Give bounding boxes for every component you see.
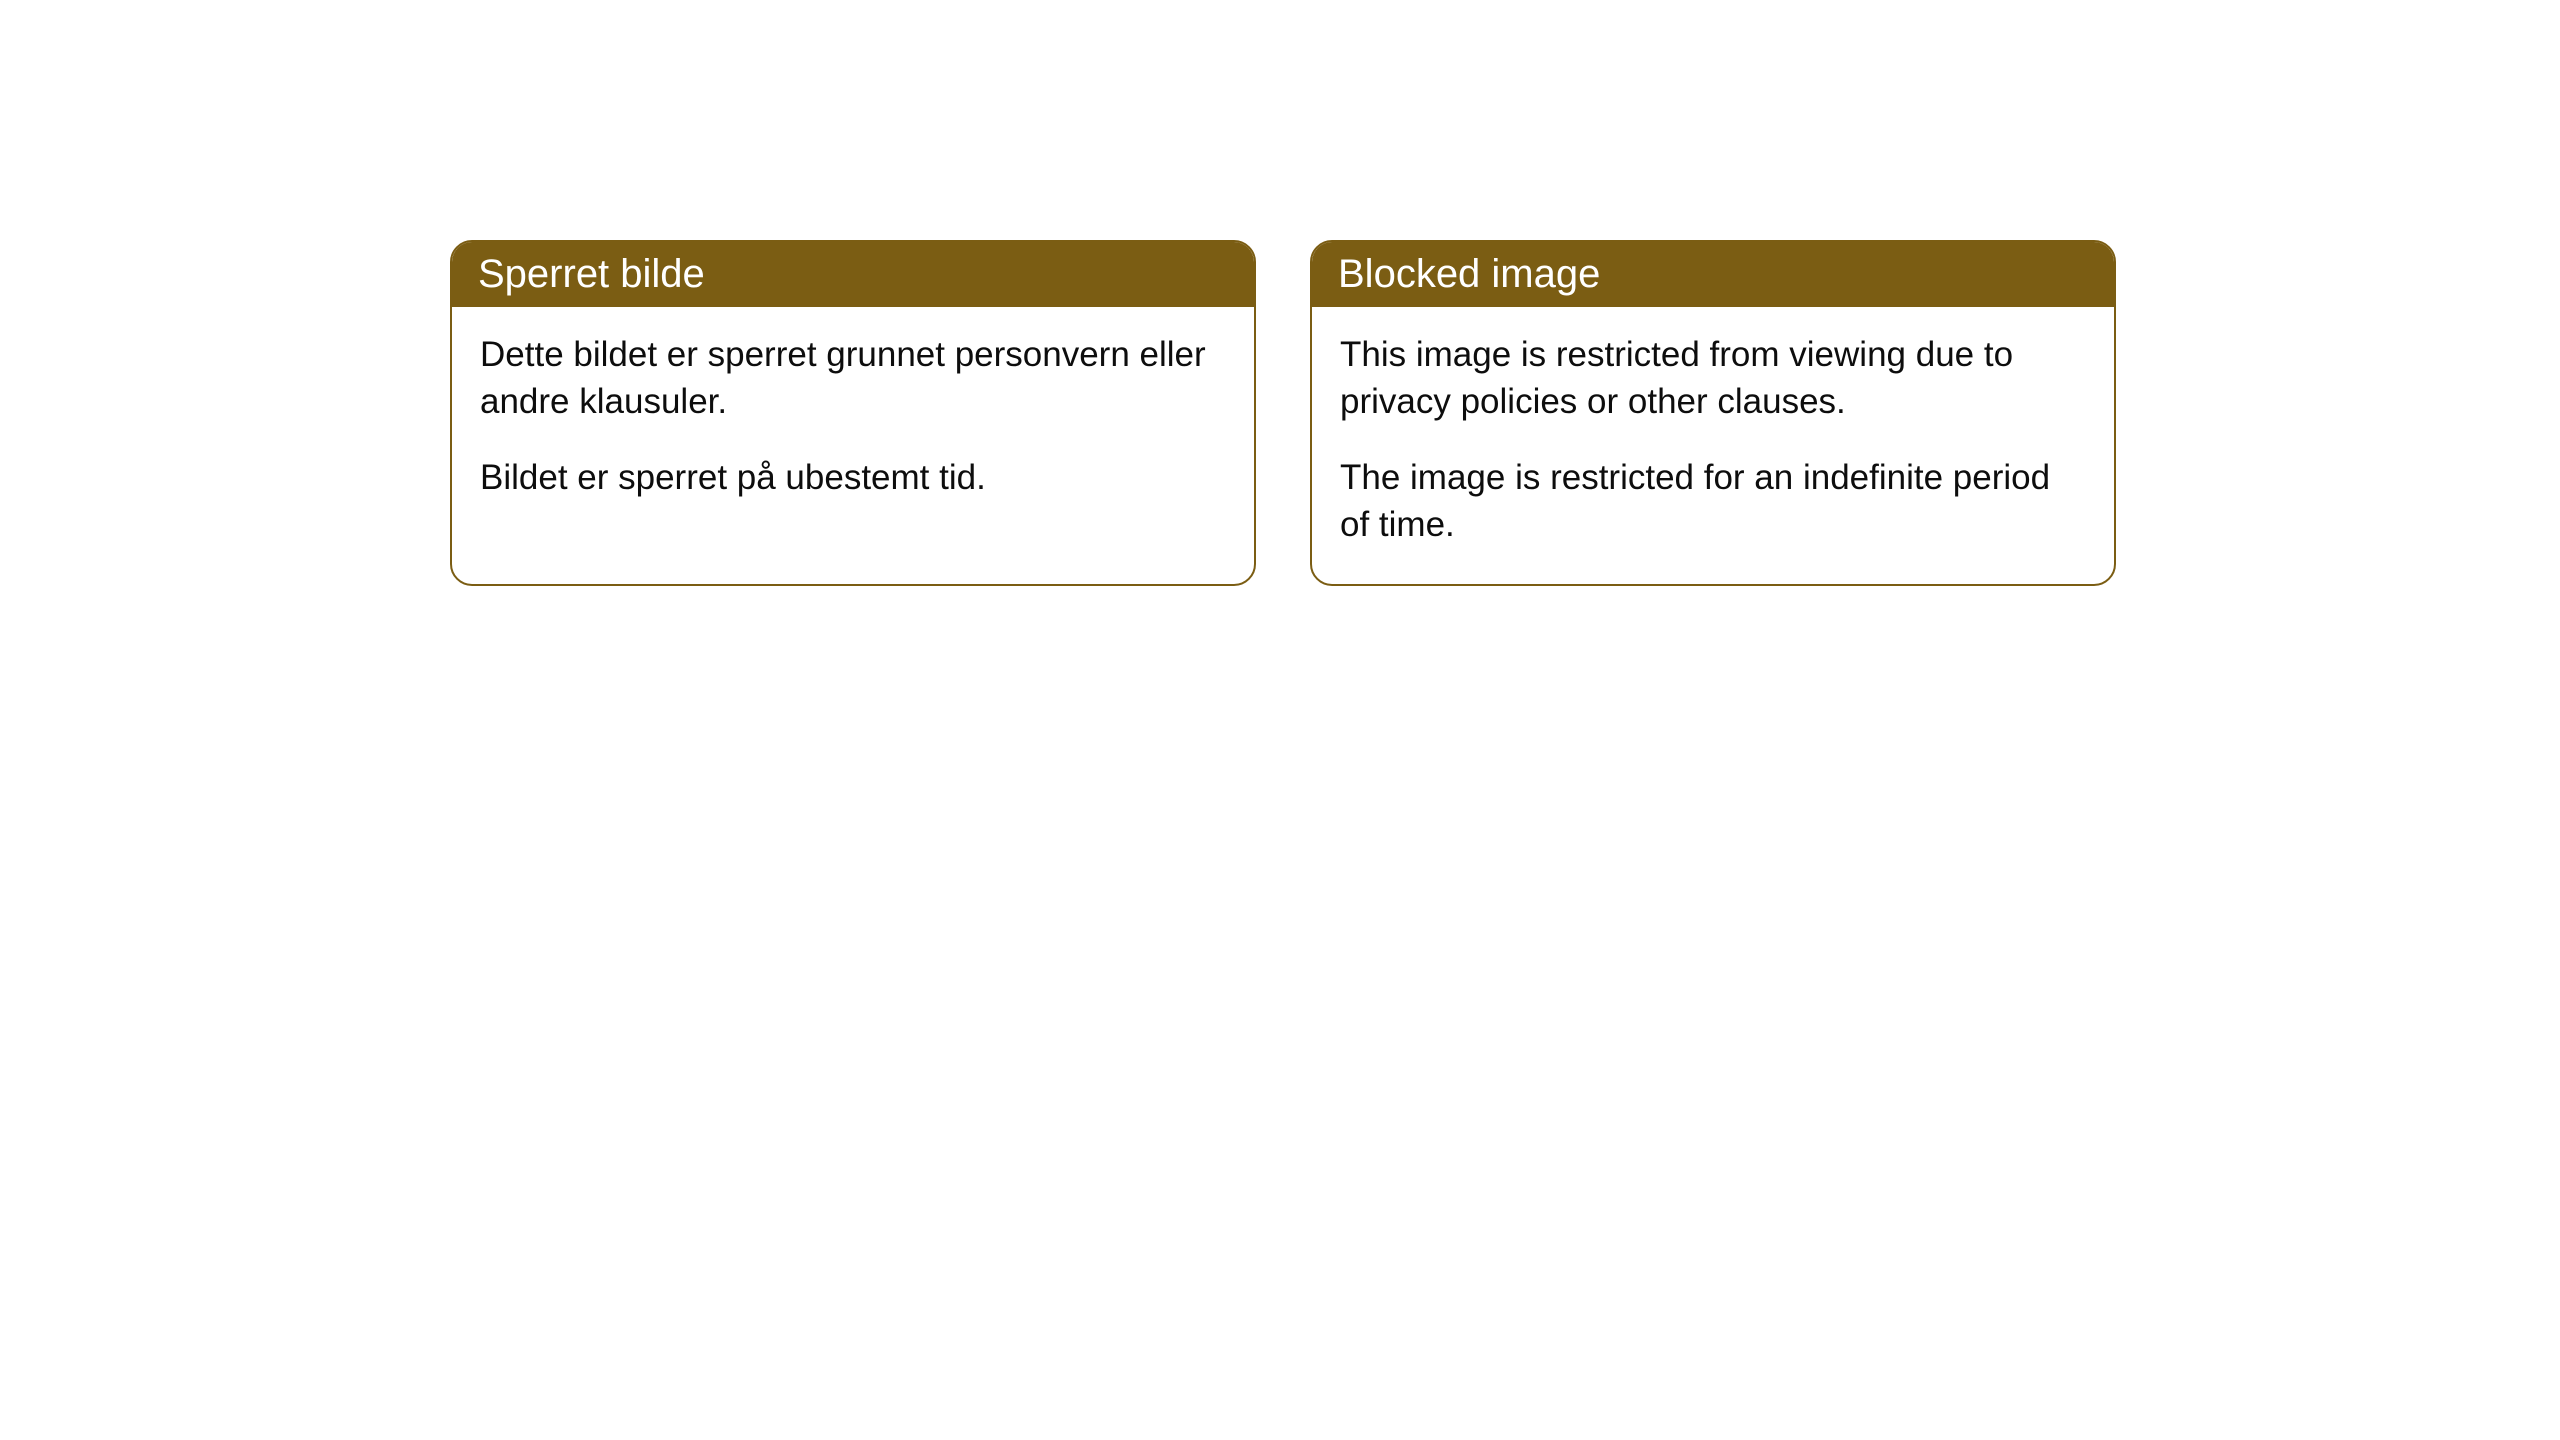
card-para2-norwegian: Bildet er sperret på ubestemt tid. [480,454,1226,501]
card-para2-english: The image is restricted for an indefinit… [1340,454,2086,549]
card-body-norwegian: Dette bildet er sperret grunnet personve… [452,307,1254,537]
card-para1-english: This image is restricted from viewing du… [1340,331,2086,426]
card-header-norwegian: Sperret bilde [452,242,1254,307]
card-title-english: Blocked image [1338,252,1600,296]
card-header-english: Blocked image [1312,242,2114,307]
card-para1-norwegian: Dette bildet er sperret grunnet personve… [480,331,1226,426]
card-title-norwegian: Sperret bilde [478,252,705,296]
blocked-image-card-norwegian: Sperret bilde Dette bildet er sperret gr… [450,240,1256,586]
blocked-image-card-english: Blocked image This image is restricted f… [1310,240,2116,586]
cards-container: Sperret bilde Dette bildet er sperret gr… [0,0,2560,586]
card-body-english: This image is restricted from viewing du… [1312,307,2114,584]
